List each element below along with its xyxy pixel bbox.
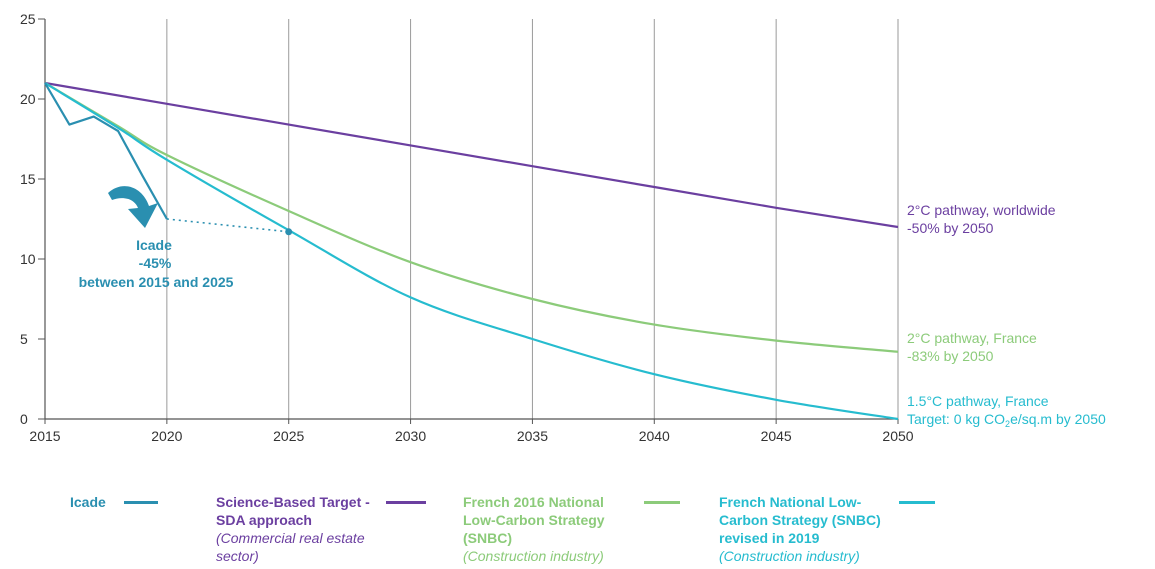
legend-swatch-snbc-2016: [644, 501, 680, 504]
legend-item-snbc-2019: French National Low-Carbon Strategy (SNB…: [719, 493, 935, 565]
y-tick-label: 15: [20, 171, 36, 187]
legend-item-icade: Icade: [70, 493, 158, 511]
end-label-worldwide-2: -50% by 2050: [907, 220, 994, 236]
x-tick-label: 2050: [882, 428, 913, 444]
icade-annotation: Icade -45% between 2015 and 2025: [79, 186, 234, 290]
x-tick-label: 2030: [395, 428, 426, 444]
series-line-icade: [44, 82, 168, 220]
x-tick-label: 2015: [29, 428, 60, 444]
end-label-worldwide-1: 2°C pathway, worldwide: [907, 202, 1056, 218]
legend-label-icade: Icade: [70, 494, 106, 510]
legend-label-snbc-2019: French National Low-Carbon Strategy (SNB…: [719, 494, 881, 546]
icade-target-point: [285, 228, 293, 236]
grid: [166, 19, 899, 419]
series-line-snbc-2016: [44, 82, 899, 353]
series-line-snbc-2019: [44, 82, 899, 421]
x-tick-label: 2040: [639, 428, 670, 444]
x-tick-label: 2035: [517, 428, 548, 444]
legend-sub-snbc-2019: (Construction industry): [719, 548, 860, 564]
annotation-line3: between 2015 and 2025: [79, 274, 234, 290]
y-tick-label: 20: [20, 91, 36, 107]
y-tick-label: 5: [20, 331, 28, 347]
end-label-1-5-2: Target: 0 kg CO2e/sq.m by 2050: [907, 411, 1106, 429]
end-labels: 2°C pathway, worldwide -50% by 2050 2°C …: [907, 202, 1106, 429]
end-label-1-5-1: 1.5°C pathway, France: [907, 393, 1049, 409]
series-line-sbt: [44, 81, 899, 229]
y-tick-label: 25: [20, 11, 36, 27]
series-lines: [44, 81, 899, 421]
y-tick-label: 10: [20, 251, 36, 267]
legend-label-snbc-2016: French 2016 National Low-Carbon Strategy…: [463, 494, 605, 546]
legend-swatch-snbc-2019: [899, 501, 935, 504]
legend-item-snbc-2016: French 2016 National Low-Carbon Strategy…: [463, 493, 680, 565]
y-tick-label: 0: [20, 411, 28, 427]
x-tick-label: 2045: [761, 428, 792, 444]
annotation-line2: -45%: [139, 255, 172, 271]
legend-item-sbt: Science-Based Target - SDA approach (Com…: [216, 493, 426, 565]
legend-swatch-sbt: [386, 501, 426, 504]
annotation-line1: Icade: [136, 237, 172, 253]
x-tick-label: 2020: [151, 428, 182, 444]
icade-projection-line: [166, 218, 289, 233]
end-label-france-2: -83% by 2050: [907, 348, 994, 364]
legend-label-sbt: Science-Based Target - SDA approach: [216, 494, 370, 528]
legend-swatch-icade: [123, 501, 158, 504]
x-tick-label: 2025: [273, 428, 304, 444]
legend-sub-snbc-2016: (Construction industry): [463, 548, 604, 564]
end-label-france-1: 2°C pathway, France: [907, 330, 1037, 346]
legend-sub-sbt: (Commercial real estate sector): [216, 530, 365, 564]
curved-arrow-icon: [108, 186, 158, 228]
